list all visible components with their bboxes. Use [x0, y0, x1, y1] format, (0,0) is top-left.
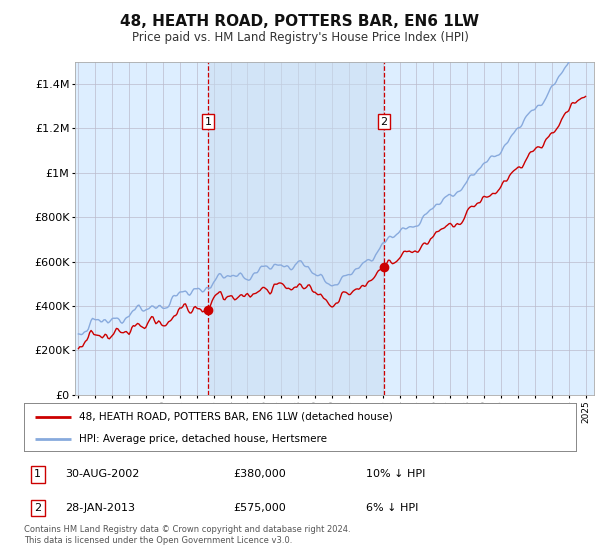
Text: 48, HEATH ROAD, POTTERS BAR, EN6 1LW (detached house): 48, HEATH ROAD, POTTERS BAR, EN6 1LW (de…	[79, 412, 393, 422]
Text: 1: 1	[205, 116, 211, 127]
Text: Price paid vs. HM Land Registry's House Price Index (HPI): Price paid vs. HM Land Registry's House …	[131, 31, 469, 44]
Text: Contains HM Land Registry data © Crown copyright and database right 2024.
This d: Contains HM Land Registry data © Crown c…	[24, 525, 350, 545]
Text: 28-JAN-2013: 28-JAN-2013	[65, 503, 136, 513]
Text: 1: 1	[34, 469, 41, 479]
Text: 10% ↓ HPI: 10% ↓ HPI	[366, 469, 425, 479]
Text: 48, HEATH ROAD, POTTERS BAR, EN6 1LW: 48, HEATH ROAD, POTTERS BAR, EN6 1LW	[121, 14, 479, 29]
Text: 30-AUG-2002: 30-AUG-2002	[65, 469, 140, 479]
Text: 2: 2	[34, 503, 41, 513]
Bar	[208, 62, 384, 395]
Text: 6% ↓ HPI: 6% ↓ HPI	[366, 503, 419, 513]
Text: HPI: Average price, detached house, Hertsmere: HPI: Average price, detached house, Hert…	[79, 434, 327, 444]
Text: £575,000: £575,000	[234, 503, 287, 513]
Text: 2: 2	[380, 116, 388, 127]
Text: £380,000: £380,000	[234, 469, 287, 479]
